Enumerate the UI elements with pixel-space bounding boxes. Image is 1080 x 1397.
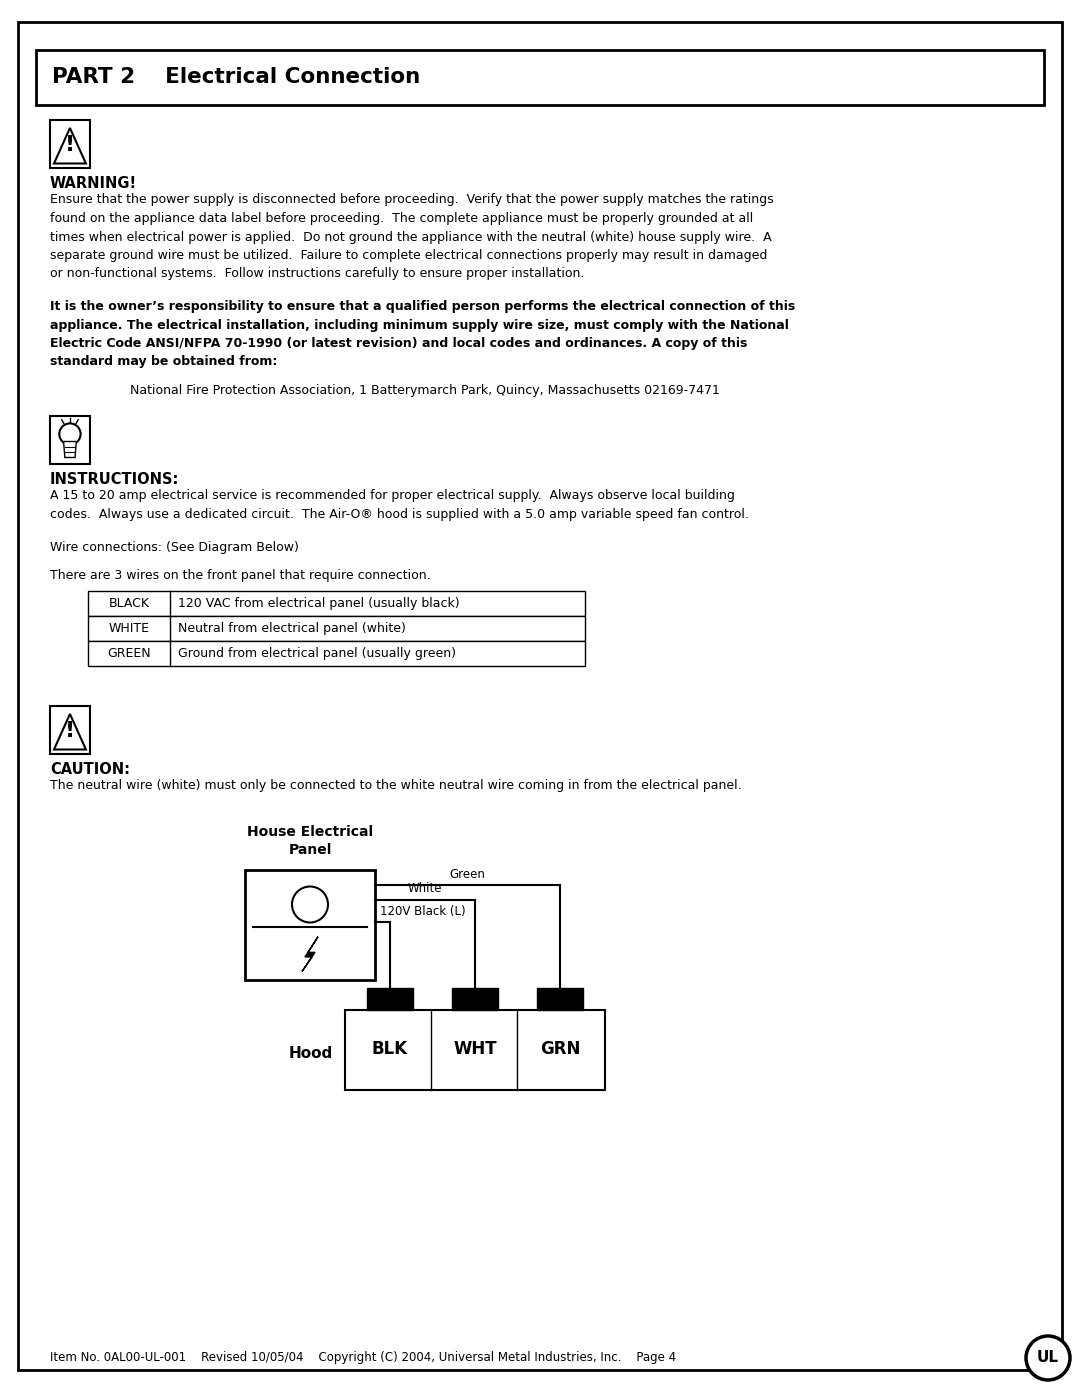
Text: WHT: WHT (454, 1041, 497, 1059)
Text: separate ground wire must be utilized.  Failure to complete electrical connectio: separate ground wire must be utilized. F… (50, 249, 768, 263)
Text: The neutral wire (white) must only be connected to the white neutral wire coming: The neutral wire (white) must only be co… (50, 780, 742, 792)
Text: It is the owner’s responsibility to ensure that a qualified person performs the : It is the owner’s responsibility to ensu… (50, 300, 795, 313)
Text: 120V Black (L): 120V Black (L) (380, 904, 465, 918)
Text: WARNING!: WARNING! (50, 176, 137, 190)
Text: found on the appliance data label before proceeding.  The complete appliance mus: found on the appliance data label before… (50, 212, 753, 225)
Bar (87, 616, 585, 641)
Text: Ground from electrical panel (usually green): Ground from electrical panel (usually gr… (178, 647, 456, 659)
Text: INSTRUCTIONS:: INSTRUCTIONS: (50, 472, 179, 486)
Text: appliance. The electrical installation, including minimum supply wire size, must: appliance. The electrical installation, … (50, 319, 788, 331)
Polygon shape (302, 937, 318, 971)
Text: GRN: GRN (540, 1041, 580, 1059)
Circle shape (1026, 1336, 1070, 1380)
Text: Hood: Hood (288, 1046, 333, 1060)
Circle shape (59, 423, 81, 444)
Text: codes.  Always use a dedicated circuit.  The Air-O® hood is supplied with a 5.0 : codes. Always use a dedicated circuit. T… (50, 509, 748, 521)
Text: UL: UL (1037, 1351, 1059, 1365)
Text: or non-functional systems.  Follow instructions carefully to ensure proper insta: or non-functional systems. Follow instru… (50, 267, 584, 281)
Polygon shape (64, 441, 77, 457)
Bar (245, 869, 375, 979)
Text: Electric Code ANSI/NFPA 70-1990 (or latest revision) and local codes and ordinan: Electric Code ANSI/NFPA 70-1990 (or late… (50, 337, 747, 351)
Text: BLK: BLK (372, 1041, 408, 1059)
Text: National Fire Protection Association, 1 Batterymarch Park, Quincy, Massachusetts: National Fire Protection Association, 1 … (130, 384, 720, 397)
Text: PART 2    Electrical Connection: PART 2 Electrical Connection (52, 67, 420, 87)
Text: House Electrical
Panel: House Electrical Panel (247, 824, 373, 856)
Text: Green: Green (449, 868, 485, 880)
Text: There are 3 wires on the front panel that require connection.: There are 3 wires on the front panel tha… (50, 569, 431, 583)
Text: WHITE: WHITE (108, 622, 149, 636)
Text: !: ! (65, 134, 75, 155)
Bar (50, 120, 90, 168)
Polygon shape (54, 129, 86, 163)
Bar (87, 591, 585, 616)
Text: A 15 to 20 amp electrical service is recommended for proper electrical supply.  : A 15 to 20 amp electrical service is rec… (50, 489, 734, 503)
Bar (537, 988, 583, 1010)
Bar (453, 988, 498, 1010)
Text: Item No. 0AL00-UL-001    Revised 10/05/04    Copyright (C) 2004, Universal Metal: Item No. 0AL00-UL-001 Revised 10/05/04 C… (50, 1351, 676, 1365)
Text: 120 VAC from electrical panel (usually black): 120 VAC from electrical panel (usually b… (178, 597, 460, 610)
Text: White: White (408, 883, 442, 895)
Text: Wire connections: (See Diagram Below): Wire connections: (See Diagram Below) (50, 541, 299, 553)
Bar (345, 1010, 605, 1090)
Circle shape (292, 887, 328, 922)
Text: Ensure that the power supply is disconnected before proceeding.  Verify that the: Ensure that the power supply is disconne… (50, 194, 773, 207)
Text: standard may be obtained from:: standard may be obtained from: (50, 355, 278, 369)
Text: !: ! (65, 721, 75, 740)
Text: CAUTION:: CAUTION: (50, 761, 130, 777)
Text: GREEN: GREEN (107, 647, 151, 659)
Text: BLACK: BLACK (108, 597, 149, 610)
Bar (87, 641, 585, 666)
Text: Neutral from electrical panel (white): Neutral from electrical panel (white) (178, 622, 406, 636)
Bar (50, 416, 90, 464)
Text: times when electrical power is applied.  Do not ground the appliance with the ne: times when electrical power is applied. … (50, 231, 771, 243)
Bar (367, 988, 413, 1010)
Polygon shape (54, 714, 86, 750)
Bar (36, 50, 1044, 105)
Bar (50, 705, 90, 753)
